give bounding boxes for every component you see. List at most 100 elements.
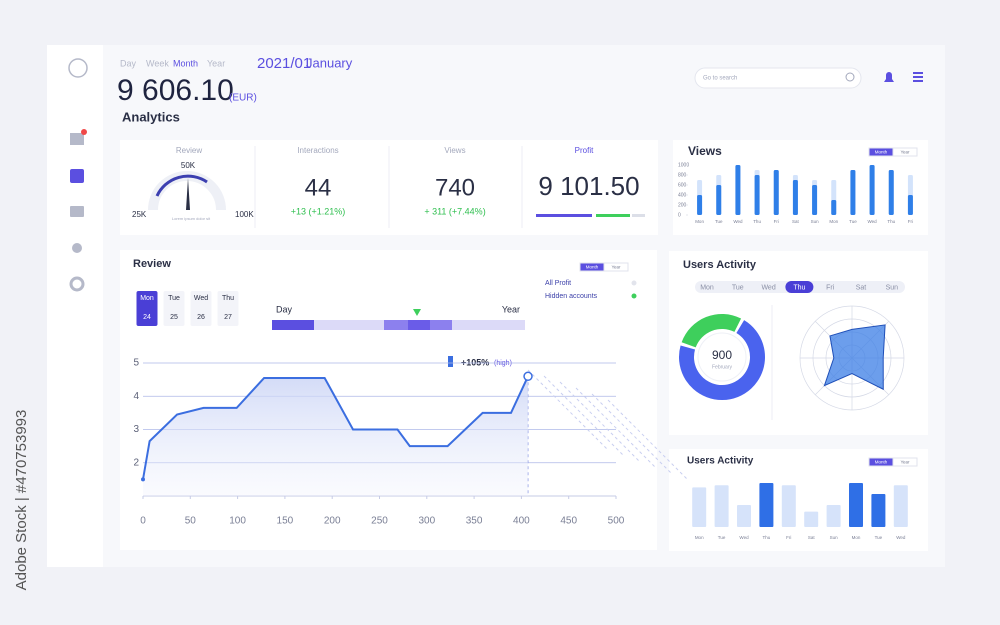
bar [759,483,774,527]
bar [871,494,886,527]
slider-end: Year [502,304,520,314]
day-label[interactable]: Mon [700,284,714,291]
toggle-label[interactable]: Year [611,265,621,270]
toggle-button[interactable] [892,147,918,157]
users-icon[interactable] [72,243,82,253]
progress [596,214,630,217]
slider-handle[interactable] [408,320,430,330]
kpi-change: +13 (+1.21%) [291,206,346,216]
date-chip[interactable] [190,291,212,326]
avatar[interactable] [68,58,88,78]
day-label[interactable]: Sun [886,284,899,291]
toggle-label[interactable]: Month [875,150,888,155]
date-num[interactable]: 27 [224,314,232,321]
date-day[interactable]: Mon [140,295,154,302]
search-placeholder: Go to search [703,76,737,82]
date-num[interactable]: 26 [197,314,205,321]
card-title: Review [133,258,171,270]
x-tick-label: Wed [867,219,877,224]
x-tick-label: Wed [739,535,749,540]
period-tab[interactable]: Month [173,58,198,68]
x-tick-label: 250 [371,516,388,527]
search-icon[interactable] [845,72,855,82]
y-tick-label: 1000 [678,162,689,168]
date-num[interactable]: 24 [143,314,151,321]
date-day[interactable]: Tue [168,295,180,302]
day-label[interactable]: Thu [793,284,805,291]
home-icon[interactable] [70,133,84,145]
toggle-label[interactable]: Month [875,460,888,465]
forecast-hatch [607,399,689,481]
card-title: Users Activity [687,456,754,467]
y-tick-label: 400 [678,192,687,198]
day-label[interactable]: Sat [856,284,867,291]
period-tab[interactable]: Year [207,58,225,68]
bar [697,195,703,215]
kpi-value: 740 [435,174,475,201]
search-box[interactable] [694,67,862,89]
bell-icon[interactable] [884,72,894,82]
messages-icon[interactable] [70,206,84,217]
date-day[interactable]: Wed [194,295,208,302]
menu-icon[interactable] [913,72,923,82]
forecast-hatch [591,393,673,475]
y-tick-label: 4 [133,391,139,402]
toggle-button[interactable] [603,262,629,272]
gauge-label: 50K [181,161,196,170]
y-tick-label: 3 [133,424,139,435]
balance: 9 606.10 [117,74,234,107]
bar [714,485,729,527]
date-chip[interactable] [136,291,158,326]
day-label[interactable]: Tue [732,284,744,291]
bar [792,180,798,215]
slider-start: Day [276,304,293,314]
toggle-button[interactable] [892,457,918,467]
day-label[interactable]: Wed [761,284,775,291]
period-tab[interactable]: Week [146,58,169,68]
bar [773,170,779,215]
x-tick-label: 300 [418,516,435,527]
kpi-label: Profit [575,146,594,155]
bar [737,505,751,527]
section-title: Analytics [122,109,180,124]
x-tick-label: Tue [715,219,723,224]
bar [850,170,856,215]
date-num[interactable]: 25 [170,314,178,321]
watermark: Adobe Stock | #470753993 [13,410,30,591]
progress [536,214,592,217]
date-chip[interactable] [217,291,239,326]
currency: (EUR) [229,93,257,104]
bar [888,170,894,215]
legend-label: All Profit [545,280,571,287]
x-tick-label: Wed [896,535,906,540]
y-tick-label: 600 [678,182,687,188]
point [523,371,533,382]
x-tick-label: 450 [560,516,577,527]
annotation-value: +105% [461,357,489,367]
legend-dot[interactable] [631,280,637,286]
gauge-label: 100K [235,210,254,219]
period-tab[interactable]: Day [120,58,137,68]
x-tick-label: 350 [466,516,483,527]
toggle-label[interactable]: Year [900,150,910,155]
card-title: Views [688,144,722,158]
day-pill-active[interactable] [785,281,814,293]
day-label[interactable]: Fri [826,284,835,291]
sidebar [47,45,103,567]
bar [826,505,841,527]
bar [893,485,908,527]
gauge-arc [155,174,208,197]
date-day[interactable]: Thu [222,295,234,302]
analytics-icon[interactable] [70,169,84,183]
settings-icon[interactable] [69,276,85,292]
toggle-label[interactable]: Month [586,265,599,270]
point [141,477,145,482]
kpi-value: 44 [305,174,332,201]
x-tick-label: Sun [811,219,820,224]
date-chip[interactable] [163,291,185,326]
toggle-label[interactable]: Year [900,460,910,465]
legend-dot[interactable] [631,293,637,299]
header-month: January [306,55,353,70]
